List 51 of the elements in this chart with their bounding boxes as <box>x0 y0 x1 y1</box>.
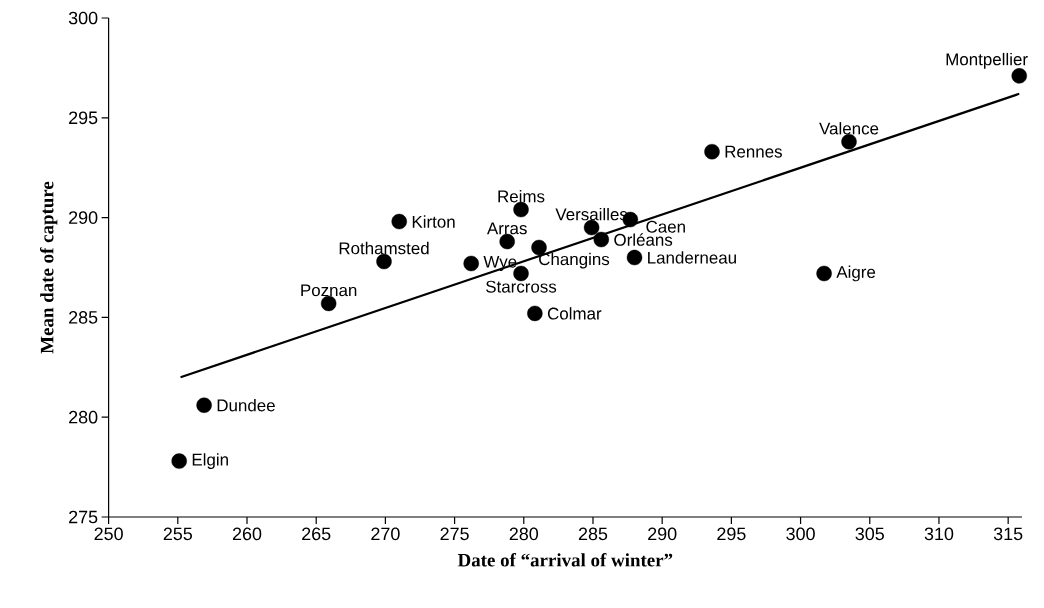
x-axis-title: Date of “arrival of winter” <box>457 553 673 567</box>
annotation: Arras <box>486 222 527 235</box>
x-tick-label: 290 <box>648 527 677 541</box>
annotation: Rennes <box>725 145 782 158</box>
x-tick-label: 310 <box>924 527 954 541</box>
y-tick-label: 280 <box>69 410 98 424</box>
point <box>171 453 187 469</box>
x-tick-label: 300 <box>786 527 815 541</box>
x-tick-label: 260 <box>232 527 262 541</box>
annotation: Caen <box>646 220 685 233</box>
point <box>527 305 543 322</box>
point <box>196 397 212 413</box>
x-tick-label: 280 <box>509 527 539 541</box>
x-tick-label: 265 <box>302 527 331 541</box>
annotation: Wye <box>483 255 517 272</box>
point <box>463 255 479 272</box>
annotation: Landerneau <box>648 251 736 264</box>
point <box>626 249 643 266</box>
y-tick-label: 295 <box>69 111 98 125</box>
annotation: Starcross <box>486 280 557 293</box>
annotation: Aigre <box>836 265 876 282</box>
annotation: Poznan <box>301 284 357 297</box>
y-tick-label: 275 <box>69 510 98 524</box>
y-tick-label: 290 <box>69 211 98 224</box>
y-tick-label: 285 <box>69 311 98 324</box>
x-tick-label: 255 <box>163 527 193 541</box>
x-tick-label: 275 <box>440 527 469 541</box>
x-tick-label: 285 <box>578 527 608 541</box>
point <box>704 144 720 160</box>
x-tick-label: 270 <box>371 527 400 541</box>
x-tick-label: 305 <box>855 527 884 541</box>
annotation: Montpellier <box>946 52 1028 69</box>
annotation: Orléans <box>614 233 673 246</box>
point <box>391 213 407 230</box>
y-tick-label: 300 <box>68 11 98 25</box>
annotation: Reims <box>498 189 545 203</box>
annotation: Dundee <box>217 399 275 412</box>
annotation: Elgin <box>192 453 228 469</box>
annotation: Kirton <box>412 215 455 228</box>
point <box>841 134 857 150</box>
y-axis-title: Mean date of capture <box>39 181 58 354</box>
point <box>816 265 832 282</box>
x-tick-label: 315 <box>993 527 1023 541</box>
x-tick-label: 250 <box>94 527 123 541</box>
point <box>593 231 609 248</box>
annotation: Colmar <box>547 307 602 320</box>
annotation: Changins <box>539 252 610 269</box>
point <box>1011 68 1027 84</box>
annotation: Valence <box>819 122 879 135</box>
annotation: Rothamsted <box>339 241 429 255</box>
x-tick-label: 295 <box>717 527 746 541</box>
